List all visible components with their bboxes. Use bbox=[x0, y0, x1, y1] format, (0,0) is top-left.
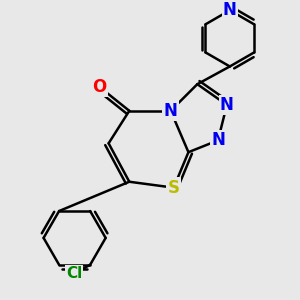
Text: N: N bbox=[164, 102, 178, 120]
Text: N: N bbox=[211, 131, 225, 149]
Text: N: N bbox=[223, 1, 237, 19]
Text: O: O bbox=[93, 78, 107, 96]
Text: Cl: Cl bbox=[66, 266, 82, 281]
Text: S: S bbox=[168, 179, 180, 197]
Text: N: N bbox=[220, 96, 234, 114]
